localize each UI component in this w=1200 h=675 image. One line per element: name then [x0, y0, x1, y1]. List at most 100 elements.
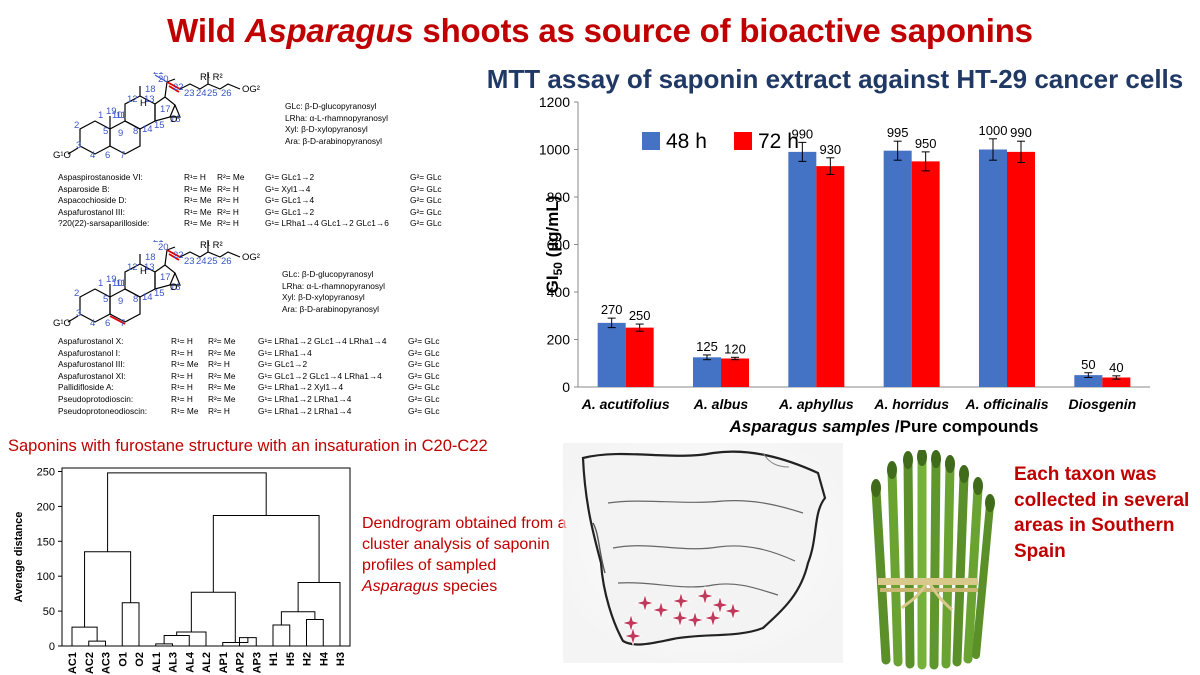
data-label: 995: [887, 125, 909, 140]
svg-text:18: 18: [145, 252, 156, 263]
svg-text:3: 3: [76, 140, 81, 151]
data-label: 950: [915, 136, 937, 151]
x-tick-label: Diosgenin: [1068, 396, 1136, 412]
svg-text:10: 10: [112, 110, 123, 121]
svg-text:27: 27: [200, 72, 211, 73]
map-marker: [669, 607, 691, 629]
svg-text:11: 11: [116, 110, 126, 121]
data-label: 990: [791, 126, 813, 141]
y-tick-label: 0: [49, 641, 55, 653]
compound-row: Asparoside B: R¹= Me R²= H G¹= Xyl1→4 G²= GL…: [58, 183, 442, 194]
legend-label: 48 h: [666, 130, 707, 153]
leaf-label: AC2: [84, 652, 96, 674]
x-tick-label: A. acutifolius: [581, 396, 670, 412]
dendrogram-link: [272, 624, 291, 646]
leaf-label: AP2: [235, 652, 247, 673]
leaf-label: H5: [285, 652, 297, 666]
compound-row: Aspafurostanol III: R¹= Me R²= H G¹= GLc1→2…: [58, 359, 440, 370]
h-label: H: [140, 266, 147, 277]
bar: [1074, 375, 1103, 387]
svg-text:20: 20: [158, 242, 169, 253]
leaf-label: AL4: [184, 651, 196, 673]
svg-text:12: 12: [127, 262, 138, 273]
dendrogram-caption: Dendrogram obtained from a cluster analy…: [362, 515, 567, 595]
svg-text:20: 20: [158, 74, 169, 85]
y-tick-label: 50: [43, 606, 55, 618]
og2-label: OG²: [242, 84, 260, 95]
map-marker: [722, 600, 744, 622]
x-tick-label: A. aphyllus: [778, 396, 854, 412]
leaf-label: H1: [268, 652, 280, 666]
sugar-legend-1: GLc: β-D-glucopyranosyl LRha: α-L-rhamnop…: [285, 101, 389, 146]
bar: [816, 166, 845, 387]
y-tick-label: 150: [37, 536, 55, 548]
y-tick-label: 250: [37, 466, 55, 478]
map-marker: [709, 594, 731, 616]
svg-text:1: 1: [98, 278, 103, 289]
legend-label: 72 h: [758, 130, 799, 153]
svg-text:15: 15: [154, 288, 165, 299]
x-axis-label: Asparagus samples /Pure compounds: [729, 417, 1039, 436]
compound-row: Pseudoprotoneodioscin: R¹= Me R²= H G¹= LRh…: [58, 405, 440, 416]
svg-text:22: 22: [173, 82, 184, 93]
bar: [1102, 377, 1131, 387]
svg-text:25: 25: [207, 256, 218, 267]
svg-text:8: 8: [133, 126, 138, 137]
bar: [911, 161, 940, 387]
gi50-bar-chart: 0 200 400 600 800 1000 1200 270 250 A. acutifoliu…: [539, 94, 1150, 436]
x-tick-label: A. horridus: [873, 396, 949, 412]
bar: [979, 149, 1007, 387]
bar: [883, 150, 912, 387]
svg-text:15: 15: [154, 120, 165, 131]
leaf-label: O1: [117, 652, 129, 667]
svg-text:21: 21: [153, 240, 164, 245]
compound-row: Aspafurostanol I: R¹= H R²= Me G¹= LRha1→4 G…: [58, 347, 440, 358]
svg-text:13: 13: [144, 94, 155, 105]
svg-text:14: 14: [142, 124, 153, 135]
svg-text:17: 17: [160, 104, 171, 115]
dendrogram-link: [84, 551, 132, 628]
svg-text:7: 7: [120, 150, 125, 161]
map-marker: [670, 590, 692, 612]
dendrogram-link: [176, 631, 207, 646]
compound-row: Aspafurostanol XI: R¹= H R²= Me G¹= GLc1→2 …: [58, 370, 440, 381]
dendrogram-link: [222, 637, 249, 646]
svg-text:19: 19: [106, 274, 117, 285]
bar: [1007, 151, 1035, 387]
svg-text:9: 9: [118, 296, 123, 307]
y-tick-label: 100: [37, 571, 55, 583]
dendrogram-link: [71, 626, 98, 646]
svg-text:26: 26: [221, 88, 232, 99]
svg-text:16: 16: [170, 114, 181, 125]
svg-text:8: 8: [133, 294, 138, 305]
compound-table-2: Aspafurostanol X: R¹= H R²= Me G¹= LRha1→2 …: [58, 336, 440, 417]
x-tick-label: A. albus: [693, 396, 749, 412]
data-label: 270: [601, 302, 623, 317]
compound-row: Aspafurostanol X: R¹= H R²= Me G¹= LRha1→2 …: [58, 336, 440, 346]
svg-text:25: 25: [207, 88, 218, 99]
compound-row: Pallidifloside A: R¹= H R²= Me G¹= LRha1→2 …: [58, 382, 440, 393]
collection-note: Each taxon was collected in several area…: [1014, 464, 1190, 562]
o-label: O: [170, 282, 177, 293]
compound-row: Aspafurostanol III: R¹= Me R²= H G¹= GLc1→2…: [58, 206, 442, 217]
data-label: 50: [1081, 357, 1095, 372]
page-title: Wild Asparagus shoots as source of bioac…: [167, 12, 1033, 49]
svg-text:23: 23: [184, 88, 195, 99]
asparagus-spears: [871, 453, 994, 670]
bar: [788, 151, 817, 387]
compound-row: ?20(22)-sarsaparilloside: R¹= Me R²= H G¹= …: [58, 218, 442, 229]
o-label: O: [170, 114, 177, 125]
leaf-label: H3: [335, 652, 347, 666]
svg-text:2: 2: [74, 120, 79, 131]
leaf-label: H2: [302, 652, 314, 666]
y-tick-label: 1000: [539, 142, 570, 158]
river: [612, 545, 796, 562]
leaf-label: O2: [134, 652, 146, 667]
svg-text:22: 22: [173, 250, 184, 261]
twine: [878, 578, 978, 612]
g1-label: G¹O: [53, 150, 71, 161]
og2-label: OG²: [242, 252, 260, 263]
y-axis-label: Average distance: [13, 512, 25, 603]
data-label: 1000: [979, 123, 1008, 138]
